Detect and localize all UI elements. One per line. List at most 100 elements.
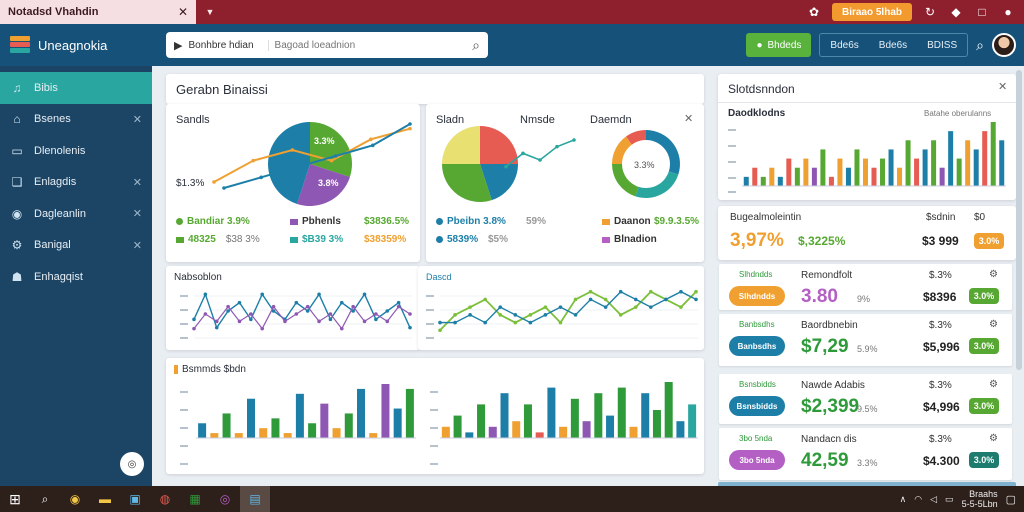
line-b-series-1-point[interactable]: [694, 289, 698, 294]
line-b-series-1-point[interactable]: [468, 305, 472, 309]
bar-b-bar[interactable]: [582, 421, 591, 438]
line-a-series-2-point[interactable]: [237, 319, 242, 324]
line-a-series-1-point[interactable]: [249, 317, 253, 322]
list-item[interactable]: Slhdndds Slhdndds Remondfolt 3.80 9% $.3% ⚙ $83…: [719, 264, 1012, 310]
line-a-series-1-point[interactable]: [374, 317, 378, 322]
line-a-series-1-point[interactable]: [328, 317, 333, 322]
line-b-series-2-point[interactable]: [603, 305, 608, 309]
row-pill[interactable]: 3.0%: [969, 452, 999, 468]
sidebar-item-enlagdis[interactable]: ❑ Enlagdis ✕: [0, 167, 152, 199]
line-b-series-2-point[interactable]: [498, 305, 503, 309]
settings-icon[interactable]: ⚙: [989, 319, 998, 330]
line-a-series-2-point[interactable]: [283, 319, 287, 324]
line-b-series-1-point[interactable]: [528, 313, 533, 317]
bar-b-bar[interactable]: [570, 398, 579, 438]
volume-icon[interactable]: ◁: [930, 493, 938, 504]
top-bar-bar[interactable]: [939, 167, 945, 186]
bar-a-bar[interactable]: [247, 398, 255, 438]
bar-a-bar[interactable]: [357, 388, 365, 438]
top-bar-bar[interactable]: [871, 167, 877, 186]
line-a-series-2-point[interactable]: [351, 304, 355, 309]
line-b-series-1-point[interactable]: [543, 305, 548, 309]
donut-slice[interactable]: [612, 136, 632, 164]
line-b-series-2-point[interactable]: [694, 297, 698, 302]
bar-b-bar[interactable]: [441, 426, 450, 438]
donut-slice[interactable]: [612, 164, 639, 197]
sidebar-item-bsenes[interactable]: ⌂ Bsenes ✕: [0, 104, 152, 136]
list-item[interactable]: Bsnsbidds Bsnsbidds Nawde Adabis $2,399 9.5%…: [719, 374, 1012, 424]
line-a-series-2-point[interactable]: [317, 319, 321, 324]
line-b-series-1-point[interactable]: [633, 305, 638, 309]
bar-a-bar[interactable]: [222, 413, 231, 438]
top-bar-bar[interactable]: [862, 158, 868, 186]
bell-icon[interactable]: ◆: [951, 5, 961, 19]
bar-b-bar[interactable]: [688, 404, 697, 438]
line-a-series-2-point[interactable]: [226, 304, 230, 309]
list-item[interactable]: 3bo 5nda 3bo 5nda Nandacn dis 42,59 3.3% $.3%…: [719, 428, 1012, 480]
line-a-series-2-point[interactable]: [305, 304, 310, 309]
pie-a-trend-2-point[interactable]: [408, 122, 412, 126]
line-b-series-2-point[interactable]: [513, 313, 518, 317]
close-icon[interactable]: ✕: [684, 113, 694, 125]
line-a-series-1-point[interactable]: [237, 300, 242, 305]
line-b-series-2-point[interactable]: [679, 289, 683, 294]
avatar[interactable]: [992, 33, 1016, 57]
bar-a-bar[interactable]: [295, 393, 304, 438]
notification-icon[interactable]: ▢: [1005, 493, 1016, 506]
line-a-series-1-point[interactable]: [385, 309, 390, 313]
line-b-series-2-point[interactable]: [633, 297, 638, 302]
pie-a-trend-1-point[interactable]: [369, 137, 373, 142]
search-icon[interactable]: ⌕: [41, 491, 49, 506]
network-icon[interactable]: ◠: [914, 493, 923, 504]
line-a-series-1-point[interactable]: [408, 325, 412, 330]
line-b-series-2-point[interactable]: [453, 320, 457, 325]
top-bar-bar[interactable]: [837, 158, 843, 186]
top-bar-bar[interactable]: [769, 167, 775, 186]
top-bar-bar[interactable]: [786, 158, 792, 186]
line-a-series-1-point[interactable]: [214, 325, 219, 330]
line-a-series-2-point[interactable]: [214, 319, 219, 324]
settings-icon[interactable]: ⚙: [989, 433, 998, 444]
browser-tab[interactable]: Notadsd Vhahdin ✕: [0, 0, 196, 24]
donut-slice[interactable]: [635, 171, 679, 198]
line-b-series-1-point[interactable]: [618, 313, 623, 317]
chrome-icon[interactable]: ◍: [159, 492, 171, 506]
line-b-series-2-point[interactable]: [543, 313, 548, 317]
header-group-button[interactable]: Bde6s: [830, 39, 859, 51]
pie-a-trend-1-point[interactable]: [290, 148, 295, 152]
bar-b-bar[interactable]: [617, 387, 626, 438]
line-a-series-1-point[interactable]: [294, 300, 299, 305]
sidebar-item-bibis[interactable]: ♫ Bibis: [0, 72, 152, 104]
app-icon[interactable]: ▣: [129, 492, 141, 506]
line-b-series-1-point[interactable]: [603, 297, 608, 302]
active-app-icon[interactable]: ▤: [240, 486, 270, 512]
pie-b-trend-point[interactable]: [521, 151, 525, 156]
line-a-series-1-point[interactable]: [226, 309, 230, 313]
line-b-series-1-point[interactable]: [649, 289, 653, 294]
line-b-series-1-point[interactable]: [588, 289, 593, 294]
pie-b-trend-point[interactable]: [538, 158, 542, 162]
row-pill[interactable]: 3.0%: [969, 398, 999, 414]
titlebar-action-button[interactable]: Biraao 5lhab: [831, 3, 912, 21]
line-a-series-1-point[interactable]: [351, 309, 355, 313]
top-bar-bar[interactable]: [982, 131, 988, 186]
pie-a-trend-1-point[interactable]: [329, 158, 334, 163]
pie-b-trend-point[interactable]: [504, 164, 508, 169]
pie-b-slice[interactable]: [480, 164, 518, 201]
top-bar-bar[interactable]: [965, 140, 971, 186]
top-bar-bar[interactable]: [914, 158, 920, 186]
row-tag-pill[interactable]: Slhdndds: [729, 286, 785, 306]
line-b-series-2-point[interactable]: [528, 320, 533, 325]
line-b-series-1-point[interactable]: [679, 305, 683, 309]
pie-a-slice[interactable]: [310, 122, 352, 177]
bar-b-bar[interactable]: [477, 404, 486, 438]
bar-b-bar[interactable]: [453, 415, 462, 438]
pie-a-trend-1-point[interactable]: [251, 158, 255, 163]
top-bar-bar[interactable]: [811, 167, 817, 186]
line-a-series-2-point[interactable]: [374, 312, 378, 316]
line-a-series-2-point[interactable]: [385, 319, 390, 324]
line-a-series-2-point[interactable]: [203, 312, 208, 316]
bar-a-bar[interactable]: [405, 388, 414, 438]
search-input[interactable]: [274, 39, 467, 51]
list-item[interactable]: Banbsdhs Banbsdhs Baordbnebin $7,29 5.9% $.3%…: [719, 314, 1012, 366]
